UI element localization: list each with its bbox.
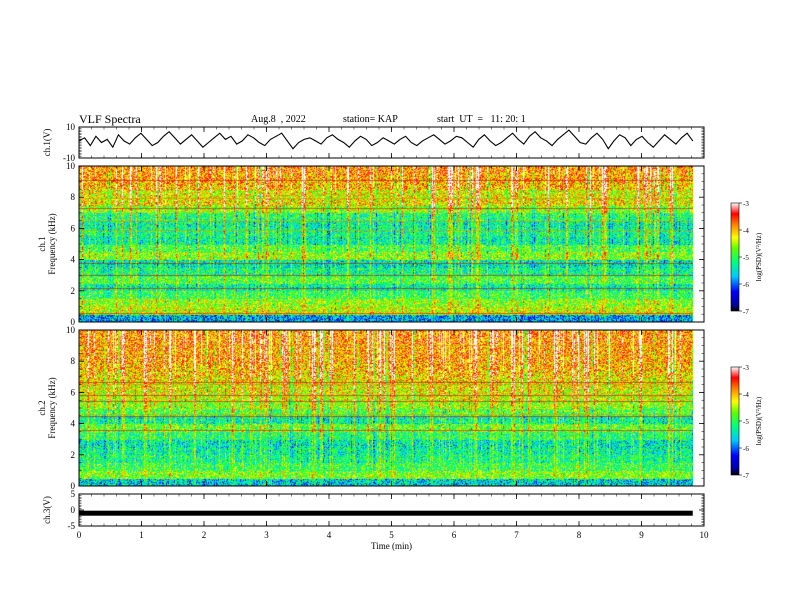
ytick-label: 4 bbox=[71, 419, 76, 429]
ch3-waveform-line bbox=[79, 510, 693, 516]
ytick-label: 8 bbox=[71, 356, 76, 366]
waveform-layer bbox=[78, 129, 694, 516]
colorbar-label: log(PSD)(V²/Hz) bbox=[755, 396, 763, 445]
ytick-label: 0 bbox=[71, 317, 76, 327]
station-label: station= KAP bbox=[343, 114, 398, 125]
colorbar-tick-label: -5 bbox=[743, 254, 749, 262]
spectrogram-layer bbox=[79, 166, 693, 486]
colorbar-1 bbox=[730, 202, 740, 312]
xtick-label: 5 bbox=[389, 530, 394, 540]
colorbar-tick-label: -6 bbox=[743, 281, 749, 289]
xtick-label: 2 bbox=[202, 530, 207, 540]
colorbar-tick-label: -6 bbox=[743, 445, 749, 453]
colorbar-tick-label: -4 bbox=[743, 391, 749, 399]
colorbar-tick-label: -3 bbox=[743, 200, 749, 208]
chart-title: VLF Spectra bbox=[79, 112, 141, 126]
y-axis-label: Frequency (kHz) bbox=[47, 213, 57, 274]
colorbar-tick-label: -4 bbox=[743, 227, 749, 235]
xtick-label: 1 bbox=[139, 530, 144, 540]
xtick-label: 8 bbox=[577, 530, 582, 540]
ytick-label: -10 bbox=[63, 153, 75, 163]
ch1-waveform-line bbox=[78, 129, 694, 150]
date-label: Aug.8 , 2022 bbox=[251, 114, 306, 125]
colorbar-tick-label: -3 bbox=[743, 364, 749, 372]
xtick-label: 0 bbox=[77, 530, 82, 540]
ytick-label: 2 bbox=[71, 450, 76, 460]
colorbar-tick-label: -7 bbox=[743, 308, 749, 316]
y-axis-label: Frequency (kHz) bbox=[47, 377, 57, 438]
colorbar-2 bbox=[730, 366, 740, 476]
ytick-label: 5 bbox=[71, 489, 76, 499]
colorbar-tick-label: -7 bbox=[743, 472, 749, 480]
colorbar-label: log(PSD)(V²/Hz) bbox=[755, 232, 763, 281]
x-axis-label: Time (min) bbox=[371, 541, 412, 551]
ytick-label: 6 bbox=[71, 387, 76, 397]
start-time-label: start UT = 11: 20: 1 bbox=[437, 114, 526, 125]
ytick-label: 0 bbox=[71, 481, 76, 491]
ytick-label: 6 bbox=[71, 223, 76, 233]
ytick-label: 10 bbox=[66, 122, 76, 132]
ytick-label: 10 bbox=[66, 325, 76, 335]
xtick-label: 4 bbox=[327, 530, 332, 540]
ytick-label: 8 bbox=[71, 192, 76, 202]
y-axis-label: ch.2 bbox=[37, 400, 47, 415]
ytick-label: 2 bbox=[71, 286, 76, 296]
spectrogram-image-2 bbox=[79, 330, 693, 486]
xtick-label: 7 bbox=[514, 530, 519, 540]
y-axis-label: ch.1(V) bbox=[42, 129, 52, 157]
ytick-label: 10 bbox=[66, 161, 76, 171]
ytick-label: 0 bbox=[71, 505, 76, 515]
colorbar-tick-label: -5 bbox=[743, 418, 749, 426]
ytick-label: 4 bbox=[71, 255, 76, 265]
xtick-label: 3 bbox=[264, 530, 269, 540]
y-axis-label: ch.1 bbox=[37, 236, 47, 251]
xtick-label: 9 bbox=[639, 530, 644, 540]
xtick-label: 10 bbox=[700, 530, 710, 540]
xtick-label: 6 bbox=[452, 530, 457, 540]
ytick-label: -5 bbox=[68, 521, 76, 531]
spectrogram-image-1 bbox=[79, 166, 693, 322]
y-axis-label: ch.3(V) bbox=[42, 496, 52, 524]
